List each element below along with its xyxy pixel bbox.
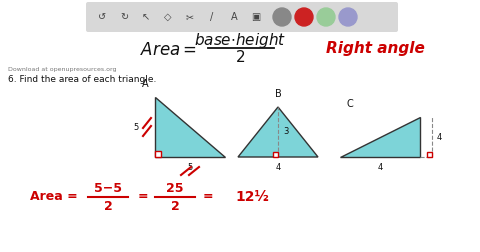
Circle shape [295, 8, 313, 26]
Polygon shape [155, 151, 161, 157]
Text: ✂: ✂ [186, 12, 194, 22]
Text: A: A [142, 79, 148, 89]
Text: 6. Find the area of each triangle.: 6. Find the area of each triangle. [8, 76, 156, 84]
Polygon shape [238, 107, 318, 157]
Text: Right angle: Right angle [325, 42, 424, 56]
Polygon shape [427, 152, 432, 157]
Text: $\mathit{base{\cdot}height}$: $\mathit{base{\cdot}height}$ [194, 30, 286, 49]
Text: ▣: ▣ [252, 12, 261, 22]
Text: 5: 5 [134, 122, 139, 132]
Text: C: C [347, 99, 353, 109]
Text: =: = [138, 191, 148, 204]
Text: 4: 4 [377, 163, 383, 172]
Polygon shape [340, 117, 420, 157]
FancyBboxPatch shape [86, 2, 398, 32]
Text: $\mathit{Area}=$: $\mathit{Area}=$ [140, 41, 196, 59]
Text: =: = [203, 191, 213, 204]
Circle shape [317, 8, 335, 26]
Text: 3: 3 [283, 128, 288, 137]
Circle shape [273, 8, 291, 26]
Text: 5: 5 [187, 163, 192, 172]
Text: 4: 4 [437, 133, 442, 142]
Circle shape [339, 8, 357, 26]
Text: $\mathit{2}$: $\mathit{2}$ [235, 49, 245, 65]
Text: 2: 2 [170, 200, 180, 212]
Text: ↖: ↖ [142, 12, 150, 22]
Text: Area =: Area = [30, 191, 78, 204]
Polygon shape [273, 152, 278, 157]
Text: A: A [231, 12, 237, 22]
Text: 5−5: 5−5 [94, 182, 122, 196]
Text: 25: 25 [166, 182, 184, 196]
Text: B: B [275, 89, 281, 99]
Text: 2: 2 [104, 200, 112, 212]
Text: ◇: ◇ [164, 12, 172, 22]
Text: ↺: ↺ [98, 12, 106, 22]
Polygon shape [155, 97, 225, 157]
Text: 12½: 12½ [235, 190, 269, 204]
Text: Download at openupresources.org: Download at openupresources.org [8, 68, 117, 73]
Text: 4: 4 [276, 163, 281, 172]
Text: /: / [210, 12, 214, 22]
Text: ↻: ↻ [120, 12, 128, 22]
